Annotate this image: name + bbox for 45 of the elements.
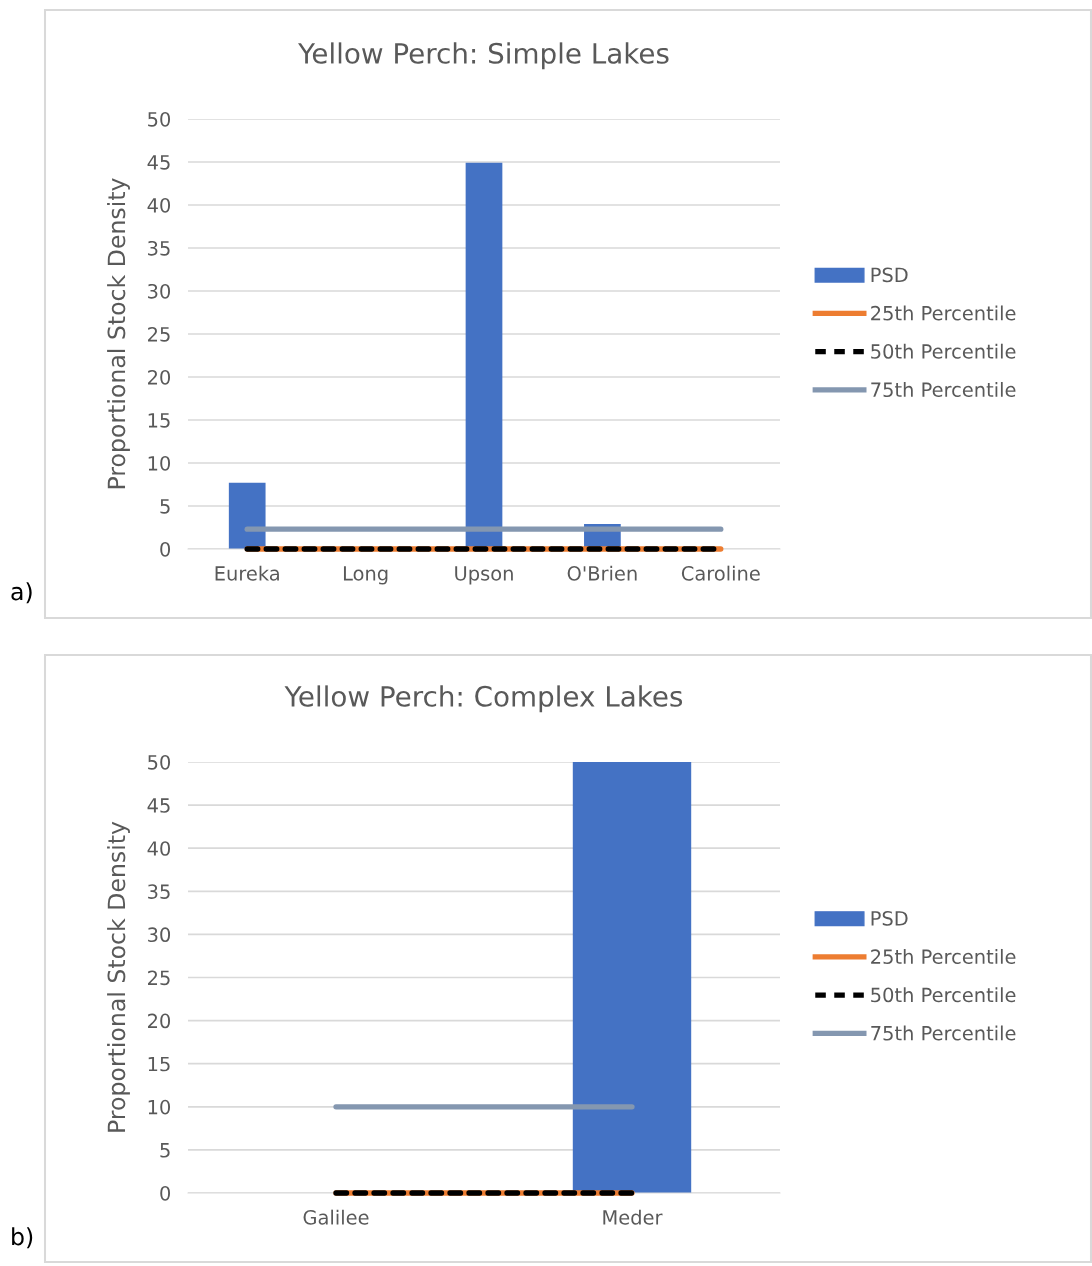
y-tick-label: 10 bbox=[148, 1099, 171, 1115]
y-tick-label: 15 bbox=[148, 413, 170, 428]
x-tick-label: Galilee bbox=[303, 1209, 369, 1225]
legend-label: PSD bbox=[871, 267, 908, 283]
y-tick-label: 10 bbox=[148, 455, 171, 471]
y-tick-label: 0 bbox=[160, 541, 171, 557]
y-axis-title: Proportional Stock Density bbox=[107, 178, 130, 489]
x-tick-label: Meder bbox=[603, 1209, 663, 1225]
text: a) bbox=[11, 582, 32, 604]
legend-label: 25th Percentile bbox=[871, 948, 1016, 965]
y-tick-label: 50 bbox=[148, 754, 171, 770]
y-tick-label: 25 bbox=[148, 970, 170, 986]
y-tick-label: 15 bbox=[148, 1056, 170, 1072]
x-tick-label: Upson bbox=[455, 566, 513, 585]
legend-label: PSD bbox=[871, 911, 908, 926]
y-tick-label: 20 bbox=[148, 1013, 171, 1029]
legend-label: 25th Percentile bbox=[871, 305, 1016, 321]
bar bbox=[465, 162, 503, 549]
y-tick-label: 35 bbox=[148, 884, 170, 899]
y-tick-label: 25 bbox=[148, 326, 170, 342]
y-tick-label: 40 bbox=[147, 841, 171, 856]
y-tick-label: 30 bbox=[148, 283, 171, 299]
legend-label: 50th Percentile bbox=[871, 343, 1016, 359]
text: b) bbox=[12, 1227, 33, 1249]
y-tick-label: 45 bbox=[147, 798, 170, 813]
legend-label: 50th Percentile bbox=[871, 987, 1016, 1003]
chart-title: Yellow Perch: Complex Lakes bbox=[284, 685, 683, 713]
y-tick-label: 20 bbox=[148, 369, 171, 385]
x-tick-label: O'Brien bbox=[567, 565, 637, 581]
legend-label: 75th Percentile bbox=[871, 381, 1016, 398]
y-tick-label: 50 bbox=[148, 111, 171, 127]
y-tick-label: 0 bbox=[160, 1185, 171, 1201]
x-tick-label: Caroline bbox=[681, 565, 760, 581]
bar bbox=[228, 482, 266, 549]
legend-label: 75th Percentile bbox=[871, 1025, 1016, 1041]
y-tick-label: 30 bbox=[148, 927, 171, 943]
y-axis-title: Proportional Stock Density bbox=[107, 821, 130, 1132]
x-tick-label: Long bbox=[343, 566, 388, 585]
y-tick-label: 5 bbox=[160, 1143, 170, 1158]
y-tick-label: 5 bbox=[160, 499, 170, 514]
y-tick-label: 40 bbox=[147, 197, 171, 213]
y-tick-label: 45 bbox=[147, 155, 170, 170]
chart-title: Yellow Perch: Simple Lakes bbox=[298, 42, 669, 70]
y-tick-label: 35 bbox=[148, 240, 170, 256]
x-tick-label: Eureka bbox=[215, 565, 279, 581]
